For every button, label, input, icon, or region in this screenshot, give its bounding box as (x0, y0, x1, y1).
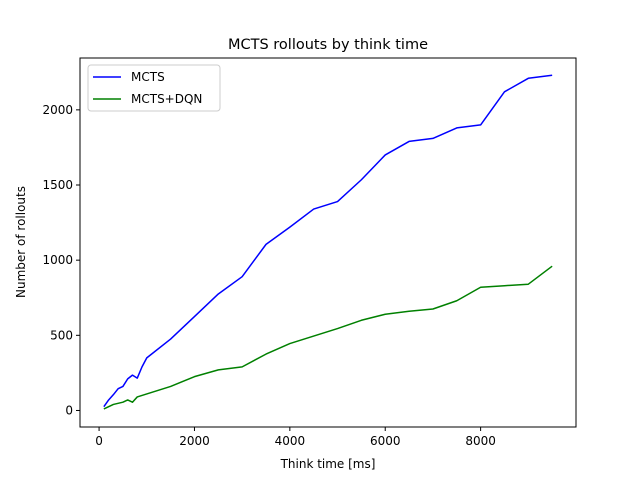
x-tick-label: 0 (95, 434, 103, 448)
y-tick-label: 0 (65, 403, 73, 417)
x-tick-label: 8000 (465, 434, 496, 448)
chart-title: MCTS rollouts by think time (228, 37, 428, 53)
y-tick-label: 1000 (42, 253, 73, 267)
legend-label-mcts: MCTS (131, 70, 165, 84)
x-tick-label: 4000 (275, 434, 306, 448)
x-tick-label: 2000 (179, 434, 210, 448)
y-tick-label: 500 (50, 328, 73, 342)
axis-ticks: 0 2000 4000 6000 8000 0 500 1000 1500 2000 (42, 103, 495, 448)
x-axis-label: Think time [ms] (280, 457, 376, 471)
y-axis-label: Number of rollouts (14, 186, 28, 298)
y-tick-label: 1500 (42, 178, 73, 192)
x-tick-label: 6000 (370, 434, 401, 448)
series-line-mcts-dqn (103, 265, 553, 410)
series-lines (103, 74, 553, 410)
y-tick-label: 2000 (42, 103, 73, 117)
axes-frame (79, 57, 577, 428)
legend-label-mcts-dqn: MCTS+DQN (131, 92, 202, 106)
legend: MCTS MCTS+DQN (87, 64, 221, 112)
series-line-mcts (103, 74, 553, 408)
